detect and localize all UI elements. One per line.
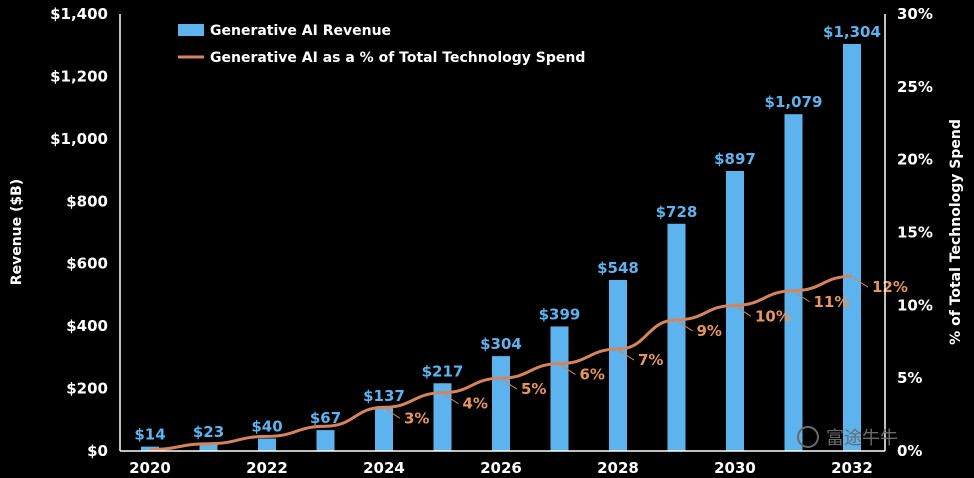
bar-value-label-2027: $399 bbox=[539, 305, 581, 323]
right-axis-ticks: 0% 5% 10% 15% 20% 25% 30% bbox=[897, 5, 933, 460]
pct-leader-2031 bbox=[795, 292, 810, 303]
pct-label-2029: 9% bbox=[697, 322, 722, 340]
bar-value-label-2022: $40 bbox=[251, 418, 282, 436]
bar-2021 bbox=[199, 443, 218, 451]
watermark: 富途牛牛 bbox=[797, 426, 898, 449]
y-axis-title: Revenue ($B) bbox=[9, 179, 25, 285]
pct-label-2028: 7% bbox=[638, 351, 663, 369]
bar-2022 bbox=[258, 438, 276, 451]
y-tick-label: $200 bbox=[66, 380, 108, 398]
y-tick-label: $400 bbox=[66, 317, 108, 335]
pct-label-2026: 5% bbox=[521, 380, 546, 398]
pct-leader-2024 bbox=[385, 408, 401, 419]
x-axis-ticks: 2020 2022 2024 2026 2028 2030 2032 bbox=[129, 459, 873, 477]
y-tick-label: $0 bbox=[87, 442, 108, 460]
y2-tick-label: 15% bbox=[897, 224, 933, 242]
legend: Generative AI Revenue Generative AI as a… bbox=[178, 23, 585, 66]
pct-label-2031: 11% bbox=[814, 293, 850, 311]
y2-axis-title: % of Total Technology Spend bbox=[948, 119, 964, 345]
legend-bar-swatch bbox=[178, 24, 204, 36]
pct-leader-2025 bbox=[444, 394, 459, 405]
bar-value-label-2025: $217 bbox=[422, 362, 464, 380]
pct-label-2027: 6% bbox=[580, 366, 605, 384]
bar-label-layer: $14 $23 $40 $67 $137 $217 $304 $399 $548 $728 $897… bbox=[134, 23, 881, 444]
y-tick-label: $600 bbox=[66, 255, 108, 273]
bar-value-label-2023: $67 bbox=[310, 409, 341, 427]
bar-2024 bbox=[375, 408, 393, 451]
x-tick-label-2020: 2020 bbox=[129, 459, 171, 477]
bar-2023 bbox=[316, 430, 335, 451]
y2-tick-label: 20% bbox=[897, 151, 933, 169]
x-tick-label-2028: 2028 bbox=[597, 459, 639, 477]
bar-value-label-2021: $23 bbox=[193, 423, 224, 441]
pct-leader-2028 bbox=[619, 350, 635, 361]
pct-leader-2027 bbox=[561, 365, 576, 376]
bar-value-label-2028: $548 bbox=[597, 259, 639, 277]
bar-2025 bbox=[433, 383, 452, 451]
pct-label-2032: 12% bbox=[872, 278, 908, 296]
bar-value-label-2032: $1,304 bbox=[823, 23, 881, 41]
x-tick-label-2026: 2026 bbox=[480, 459, 522, 477]
bar-2032 bbox=[843, 43, 861, 452]
bar-2029 bbox=[667, 223, 686, 451]
pct-label-layer: 3% 4% 5% 6% 7% 9% 10% 11% 12% bbox=[385, 277, 908, 427]
pct-leader-2032 bbox=[853, 277, 869, 288]
y2-tick-label: 30% bbox=[897, 5, 933, 23]
futu-logo-icon bbox=[797, 426, 819, 448]
bar-value-label-2026: $304 bbox=[480, 335, 522, 353]
pct-leader-2026 bbox=[502, 379, 518, 390]
y2-tick-label: 5% bbox=[897, 369, 922, 387]
watermark-text: 富途牛牛 bbox=[826, 428, 898, 449]
bar-2026 bbox=[492, 356, 510, 451]
bar-value-label-2024: $137 bbox=[363, 387, 405, 405]
x-tick-label-2030: 2030 bbox=[714, 459, 756, 477]
y-tick-label: $1,000 bbox=[50, 130, 108, 148]
y2-tick-label: 25% bbox=[897, 78, 933, 96]
x-tick-label-2022: 2022 bbox=[246, 459, 288, 477]
pct-label-2025: 4% bbox=[463, 395, 488, 413]
x-tick-label-2024: 2024 bbox=[363, 459, 405, 477]
bar-2031 bbox=[784, 114, 803, 451]
left-axis-ticks: $0 $200 $400 $600 $800 $1,000 $1,200 $1,400 bbox=[50, 5, 108, 460]
x-tick-label-2032: 2032 bbox=[831, 459, 873, 477]
bar-2030 bbox=[726, 171, 744, 451]
line-series-pct-spend bbox=[149, 274, 853, 452]
y-tick-label: $1,200 bbox=[50, 67, 108, 85]
pct-leader-2029 bbox=[678, 321, 693, 332]
pct-label-2030: 10% bbox=[755, 307, 791, 325]
y2-tick-label: 10% bbox=[897, 296, 933, 314]
pct-label-2024: 3% bbox=[404, 409, 429, 427]
bar-2028 bbox=[609, 279, 627, 451]
bar-value-label-2020: $14 bbox=[134, 426, 165, 444]
bar-2027 bbox=[550, 326, 569, 451]
bar-value-label-2029: $728 bbox=[656, 203, 698, 221]
y-tick-label: $800 bbox=[66, 192, 108, 210]
y-tick-label: $1,400 bbox=[50, 5, 108, 23]
legend-bar-label: Generative AI Revenue bbox=[210, 23, 391, 39]
bar-value-label-2031: $1,079 bbox=[765, 93, 823, 111]
legend-line-label: Generative AI as a % of Total Technology… bbox=[210, 50, 585, 66]
pct-leader-2030 bbox=[736, 306, 752, 317]
line-layer bbox=[149, 274, 853, 452]
bar-value-label-2030: $897 bbox=[714, 150, 756, 168]
y2-tick-label: 0% bbox=[897, 442, 922, 460]
bar-layer bbox=[141, 43, 861, 452]
